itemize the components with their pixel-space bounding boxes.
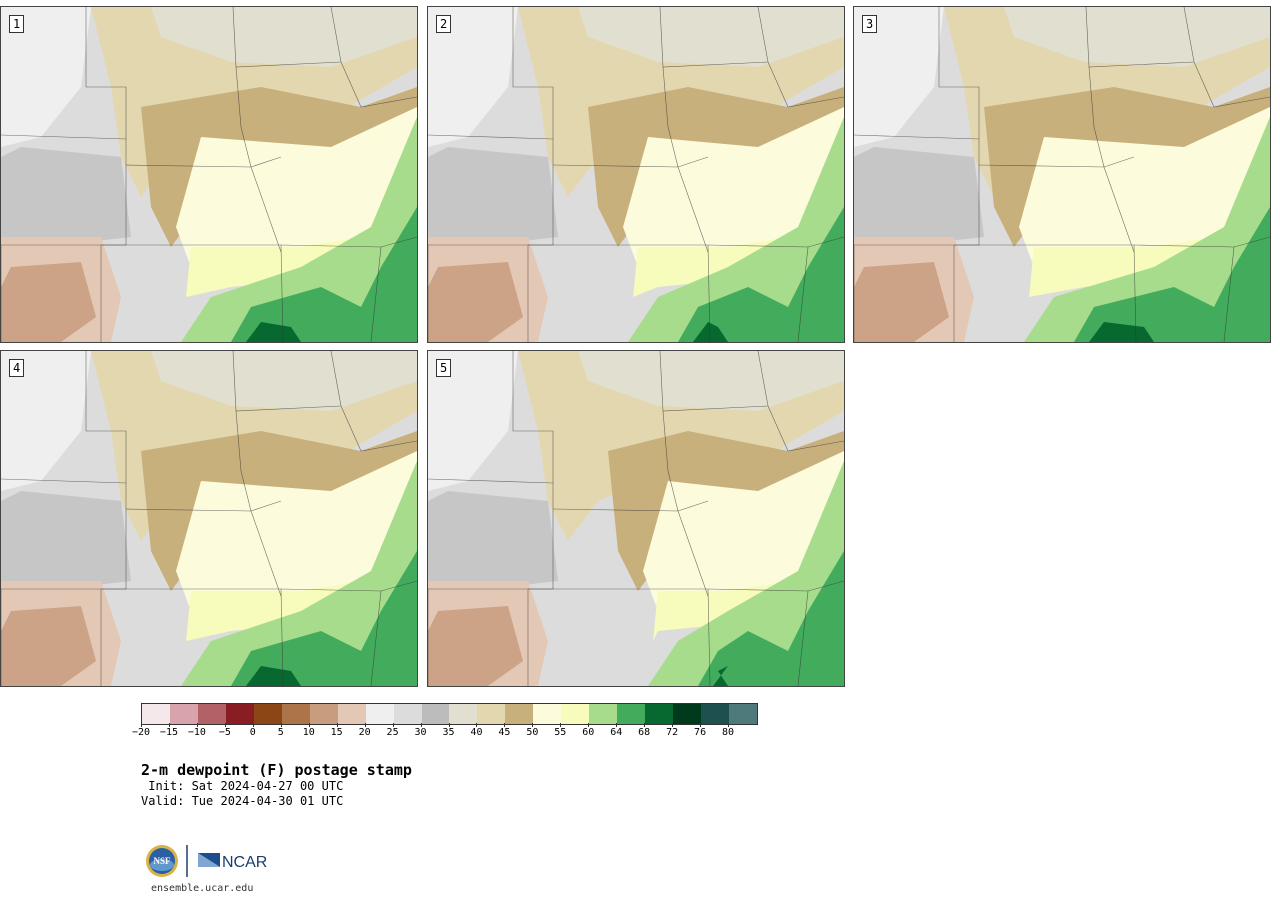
colorbar-tick-mark [420, 723, 422, 727]
colorbar-tick-mark [141, 723, 142, 727]
colorbar-tick-mark [728, 723, 730, 727]
colorbar-swatch [281, 704, 310, 724]
colorbar-swatch [421, 704, 450, 724]
colorbar-tick-label: 35 [442, 727, 455, 738]
colorbar-swatch [393, 704, 422, 724]
map-panel-4: 4 [0, 350, 418, 687]
colorbar-swatch [142, 704, 170, 724]
colorbar-tick-label: 55 [554, 727, 567, 738]
nsf-text: NSF [153, 856, 171, 866]
colorbar-tick-mark [448, 723, 450, 727]
colorbar-tick-label: 50 [526, 727, 539, 738]
colorbar-tick-mark [308, 723, 310, 727]
colorbar-swatch [337, 704, 366, 724]
colorbar-tick-mark [476, 723, 478, 727]
site-url: ensemble.ucar.edu [151, 883, 254, 894]
colorbar-swatch [701, 704, 730, 724]
colorbar-tick-mark [364, 723, 366, 727]
colorbar-tick-label: 80 [722, 727, 735, 738]
dewpoint-map-2 [428, 7, 844, 342]
colorbar-ticks: −20 −15 −10 −5 0 5 10 15 20 25 30 35 40 45 50 55 60 64 68 7… [132, 723, 756, 741]
valid-time: Valid: Tue 2024-04-30 01 UTC [141, 794, 344, 808]
map-panel-5: 5 [427, 350, 845, 687]
colorbar-tick-label: 25 [386, 727, 399, 738]
colorbar-swatch [449, 704, 478, 724]
colorbar-tick-mark [504, 723, 506, 727]
colorbar-swatch [589, 704, 618, 724]
colorbar [141, 703, 758, 725]
nsf-ncar-logo: NSF NCAR [144, 843, 274, 879]
colorbar-swatch [561, 704, 590, 724]
colorbar-tick-mark [616, 723, 618, 727]
colorbar-tick-mark [392, 723, 394, 727]
colorbar-tick-label: 68 [638, 727, 651, 738]
colorbar-tick-mark [336, 723, 338, 727]
panel-number-1: 1 [9, 15, 25, 33]
colorbar-swatch [673, 704, 702, 724]
map-panel-3: 3 [853, 6, 1271, 343]
colorbar-swatch [169, 704, 198, 724]
colorbar-swatch [645, 704, 674, 724]
colorbar-tick-label: 45 [498, 727, 511, 738]
colorbar-swatch [365, 704, 394, 724]
colorbar-tick-label: 10 [302, 727, 315, 738]
colorbar-tick-label: 5 [277, 727, 284, 738]
panel-number-5: 5 [436, 359, 452, 377]
colorbar-tick-mark [196, 723, 198, 727]
colorbar-tick-label: −15 [159, 727, 178, 738]
colorbar-tick-label: 72 [666, 727, 679, 738]
colorbar-tick-label: −10 [187, 727, 206, 738]
colorbar-tick-label: 15 [330, 727, 343, 738]
colorbar-tick-label: 64 [610, 727, 623, 738]
colorbar-tick-label: −5 [218, 727, 231, 738]
colorbar-tick-label: 60 [582, 727, 595, 738]
panel-number-3: 3 [862, 15, 878, 33]
dewpoint-map-4 [1, 351, 417, 686]
chart-title: 2-m dewpoint (F) postage stamp [141, 761, 412, 779]
colorbar-tick-mark [224, 723, 226, 727]
ncar-text: NCAR [222, 854, 267, 871]
colorbar-tick-label: 0 [249, 727, 256, 738]
colorbar-tick-mark [672, 723, 674, 727]
colorbar-tick-mark [644, 723, 646, 727]
colorbar-swatch [729, 704, 757, 724]
colorbar-swatch [225, 704, 254, 724]
colorbar-swatch [309, 704, 338, 724]
colorbar-tick-mark [560, 723, 562, 727]
ncar-logo-icon: NCAR [198, 853, 267, 871]
colorbar-swatch [253, 704, 282, 724]
colorbar-tick-label: 76 [694, 727, 707, 738]
colorbar-tick-label: 30 [414, 727, 427, 738]
colorbar-tick-mark [588, 723, 590, 727]
map-panel-1: 1 [0, 6, 418, 343]
dewpoint-map-1 [1, 7, 417, 342]
colorbar-tick-mark [532, 723, 534, 727]
colorbar-tick-label: −20 [131, 727, 151, 738]
init-time: Init: Sat 2024-04-27 00 UTC [141, 779, 344, 793]
nsf-logo-icon: NSF [146, 845, 178, 877]
map-panel-2: 2 [427, 6, 845, 343]
colorbar-swatch [197, 704, 226, 724]
panel-number-2: 2 [436, 15, 452, 33]
colorbar-tick-mark [280, 723, 282, 727]
dewpoint-map-3 [854, 7, 1270, 342]
colorbar-tick-mark [168, 723, 170, 727]
colorbar-tick-label: 20 [358, 727, 371, 738]
colorbar-tick-label: 40 [470, 727, 483, 738]
colorbar-swatch [617, 704, 646, 724]
colorbar-swatch [533, 704, 562, 724]
panel-number-4: 4 [9, 359, 25, 377]
colorbar-tick-mark [252, 723, 254, 727]
dewpoint-map-5 [428, 351, 844, 686]
colorbar-tick-mark [700, 723, 702, 727]
colorbar-swatch [477, 704, 506, 724]
colorbar-swatch [505, 704, 534, 724]
